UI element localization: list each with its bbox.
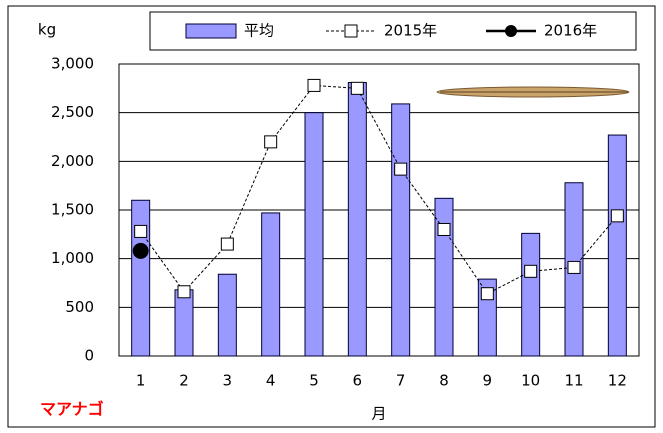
bar (217, 273, 237, 357)
x-tick-label: 10 (521, 372, 540, 390)
marker (524, 264, 538, 278)
x-tick-label: 1 (136, 372, 146, 390)
marker (610, 209, 624, 223)
bar (131, 199, 151, 357)
marker (307, 78, 321, 92)
y-tick-label: 0 (84, 347, 94, 365)
bar (607, 134, 627, 357)
y-tick-label: 2,000 (51, 152, 94, 170)
x-tick-label: 8 (439, 372, 449, 390)
marker (134, 224, 148, 238)
y-tick-label: 3,000 (51, 55, 94, 73)
marker (567, 260, 581, 274)
legend-label: 2016年 (544, 22, 597, 40)
x-tick-label: 3 (223, 372, 233, 390)
x-tick-label: 11 (564, 372, 583, 390)
x-axis-label: 月 (371, 405, 386, 423)
bar (521, 232, 541, 357)
y-tick-label: 2,500 (51, 103, 94, 121)
marker (437, 222, 451, 236)
y-tick-label: 500 (65, 298, 94, 316)
marker (177, 285, 191, 299)
line (140, 84, 618, 295)
annotation: マアナゴ (40, 400, 104, 419)
fish-illustration (436, 86, 630, 98)
marker (350, 81, 364, 95)
bar (174, 289, 194, 357)
x-tick-label: 7 (396, 372, 406, 390)
x-tick-label: 5 (309, 372, 319, 390)
x-tick-label: 6 (353, 372, 363, 390)
legend-marker (344, 24, 358, 38)
bar (391, 103, 411, 357)
y-tick-label: 1,500 (51, 201, 94, 219)
bar (261, 212, 281, 357)
x-tick-label: 4 (266, 372, 276, 390)
marker (132, 242, 149, 259)
marker (220, 237, 234, 251)
marker (394, 162, 408, 176)
marker (480, 287, 494, 301)
legend-label: 2015年 (384, 22, 437, 40)
x-tick-label: 12 (608, 372, 627, 390)
legend-swatch (185, 23, 237, 39)
x-tick-label: 2 (179, 372, 189, 390)
bar (304, 112, 324, 357)
y-axis-label: kg (38, 21, 56, 39)
bar (434, 197, 454, 357)
marker (264, 135, 278, 149)
legend-label: 平均 (244, 22, 274, 40)
x-tick-label: 9 (483, 372, 493, 390)
legend-marker (505, 25, 517, 37)
y-tick-label: 1,000 (51, 249, 94, 267)
bar (347, 81, 367, 357)
